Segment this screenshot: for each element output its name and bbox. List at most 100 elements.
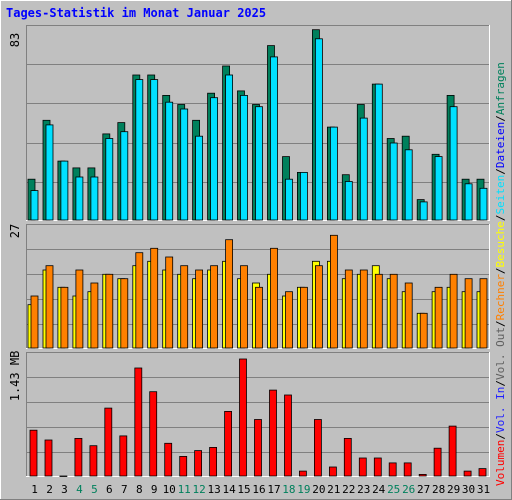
legend-entry: / (494, 115, 507, 122)
x-tick-label-day-6: 6 (106, 483, 113, 496)
bar-hits-seiten-day-4 (75, 176, 84, 221)
bar-visits-rechner-day-31 (479, 278, 488, 349)
bar-hits-seiten-day-11 (180, 108, 189, 221)
bar-volume-volumen-day-4 (74, 437, 83, 477)
x-tick-label-day-24: 24 (372, 483, 386, 496)
bar-volume-volumen-day-14 (224, 410, 233, 477)
x-tick-label-day-5: 5 (91, 483, 98, 496)
x-tick-label-day-18: 18 (282, 483, 295, 496)
bar-visits-rechner-day-17 (270, 247, 278, 349)
legend-entry: Vol. Out (494, 327, 507, 380)
bar-volume-volumen-day-23 (358, 457, 367, 477)
bar-volume-volumen-day-2 (44, 439, 53, 477)
bar-volume-volumen-day-25 (388, 462, 397, 477)
bar-hits-seiten-day-19 (299, 171, 308, 221)
bar-visits-rechner-day-1 (30, 295, 39, 349)
bar-hits-seiten-day-24 (374, 83, 383, 221)
bar-visits-rechner-day-18 (285, 291, 293, 349)
legend-entry: / (494, 320, 507, 327)
bar-visits-rechner-day-6 (105, 273, 114, 349)
bar-visits-rechner-day-15 (240, 265, 248, 349)
chart-title: Tages-Statistik im Monat Januar 2025 (6, 6, 267, 20)
right-legend: Volumen/Vol. In/Vol. Out/Rechner/Besuche… (494, 62, 507, 486)
x-tick-label-day-28: 28 (432, 483, 445, 496)
bar-visits-rechner-day-14 (225, 239, 234, 349)
bar-hits-seiten-day-6 (105, 138, 114, 221)
bar-hits-seiten-day-17 (270, 56, 278, 221)
x-tick-label-day-31: 31 (477, 483, 490, 496)
bar-hits-seiten-day-18 (285, 178, 293, 221)
bar-volume-volumen-day-29 (448, 425, 457, 477)
bar-volume-volumen-day-9 (149, 391, 158, 477)
bar-visits-rechner-day-9 (150, 247, 159, 349)
legend-entry: Volumen (494, 440, 507, 486)
x-tick-label-day-11: 11 (178, 483, 191, 496)
x-tick-label-day-26: 26 (402, 483, 415, 496)
bar-volume-volumen-day-21 (328, 466, 337, 477)
x-tick-label-day-16: 16 (252, 483, 265, 496)
legend-entry: / (494, 267, 507, 274)
bar-visits-rechner-day-13 (210, 265, 219, 349)
bar-visits-rechner-day-7 (120, 278, 129, 349)
bar-hits-seiten-day-7 (120, 131, 129, 221)
legend-entry: / (494, 168, 507, 175)
x-tick-label-day-17: 17 (267, 483, 280, 496)
x-tick-label-day-19: 19 (297, 483, 310, 496)
bar-volume-volumen-day-7 (119, 435, 128, 477)
bar-hits-seiten-day-8 (135, 79, 144, 221)
x-tick-label-day-20: 20 (312, 483, 325, 496)
legend-entry: Besuche (494, 221, 507, 267)
bar-hits-seiten-day-1 (30, 190, 39, 221)
bar-visits-rechner-day-22 (344, 269, 353, 349)
x-tick-label-day-13: 13 (207, 483, 220, 496)
bar-hits-seiten-day-2 (45, 124, 54, 221)
legend-entry: / (494, 214, 507, 221)
bar-hits-seiten-day-16 (255, 106, 263, 221)
bar-volume-volumen-day-10 (164, 442, 173, 477)
x-tick-label-day-10: 10 (163, 483, 176, 496)
x-tick-label-day-8: 8 (136, 483, 143, 496)
bar-volume-volumen-day-16 (254, 419, 262, 477)
volume-ymax-label: 1.43 MB (8, 351, 22, 402)
bar-volume-volumen-day-28 (433, 447, 442, 477)
bar-visits-rechner-day-19 (299, 286, 308, 349)
legend-entry: Rechner (494, 274, 507, 321)
bar-hits-seiten-day-28 (434, 156, 443, 221)
bar-volume-volumen-day-24 (373, 457, 382, 477)
bar-hits-seiten-day-23 (359, 117, 368, 221)
bar-volume-volumen-day-27 (418, 473, 427, 477)
bar-hits-seiten-day-3 (60, 160, 69, 221)
x-tick-label-day-1: 1 (31, 483, 38, 496)
bar-visits-rechner-day-29 (449, 273, 458, 349)
bar-hits-seiten-day-29 (449, 106, 458, 221)
bar-visits-rechner-day-12 (195, 269, 204, 349)
hits-ymax-label: 83 (8, 33, 22, 47)
bar-volume-volumen-day-26 (403, 462, 412, 477)
bar-volume-volumen-day-1 (29, 429, 38, 477)
bar-visits-rechner-day-4 (75, 269, 84, 349)
bar-hits-seiten-day-20 (314, 38, 323, 221)
legend-entry: Dateien (494, 122, 507, 168)
bar-hits-seiten-day-15 (240, 95, 248, 221)
bar-visits-rechner-day-24 (374, 273, 383, 349)
bar-hits-seiten-day-21 (329, 126, 338, 221)
bar-hits-seiten-day-5 (90, 176, 99, 221)
x-tick-label-day-25: 25 (387, 483, 400, 496)
bar-volume-volumen-day-22 (343, 437, 352, 477)
x-tick-label-day-21: 21 (327, 483, 340, 496)
visits-ymax-label: 27 (8, 224, 22, 238)
bar-hits-seiten-day-26 (404, 149, 413, 221)
x-tick-label-day-3: 3 (61, 483, 68, 496)
bar-hits-seiten-day-27 (419, 201, 428, 221)
bar-hits-seiten-day-10 (165, 101, 174, 221)
bar-visits-rechner-day-30 (464, 278, 473, 349)
legend-entry: Anfragen (494, 62, 507, 115)
bar-visits-rechner-day-3 (60, 286, 69, 349)
bar-volume-volumen-day-3 (59, 475, 68, 477)
bar-visits-rechner-day-23 (359, 269, 368, 349)
bar-volume-volumen-day-17 (269, 389, 277, 477)
bar-volume-volumen-day-13 (209, 446, 218, 477)
bar-volume-volumen-day-15 (239, 358, 247, 477)
